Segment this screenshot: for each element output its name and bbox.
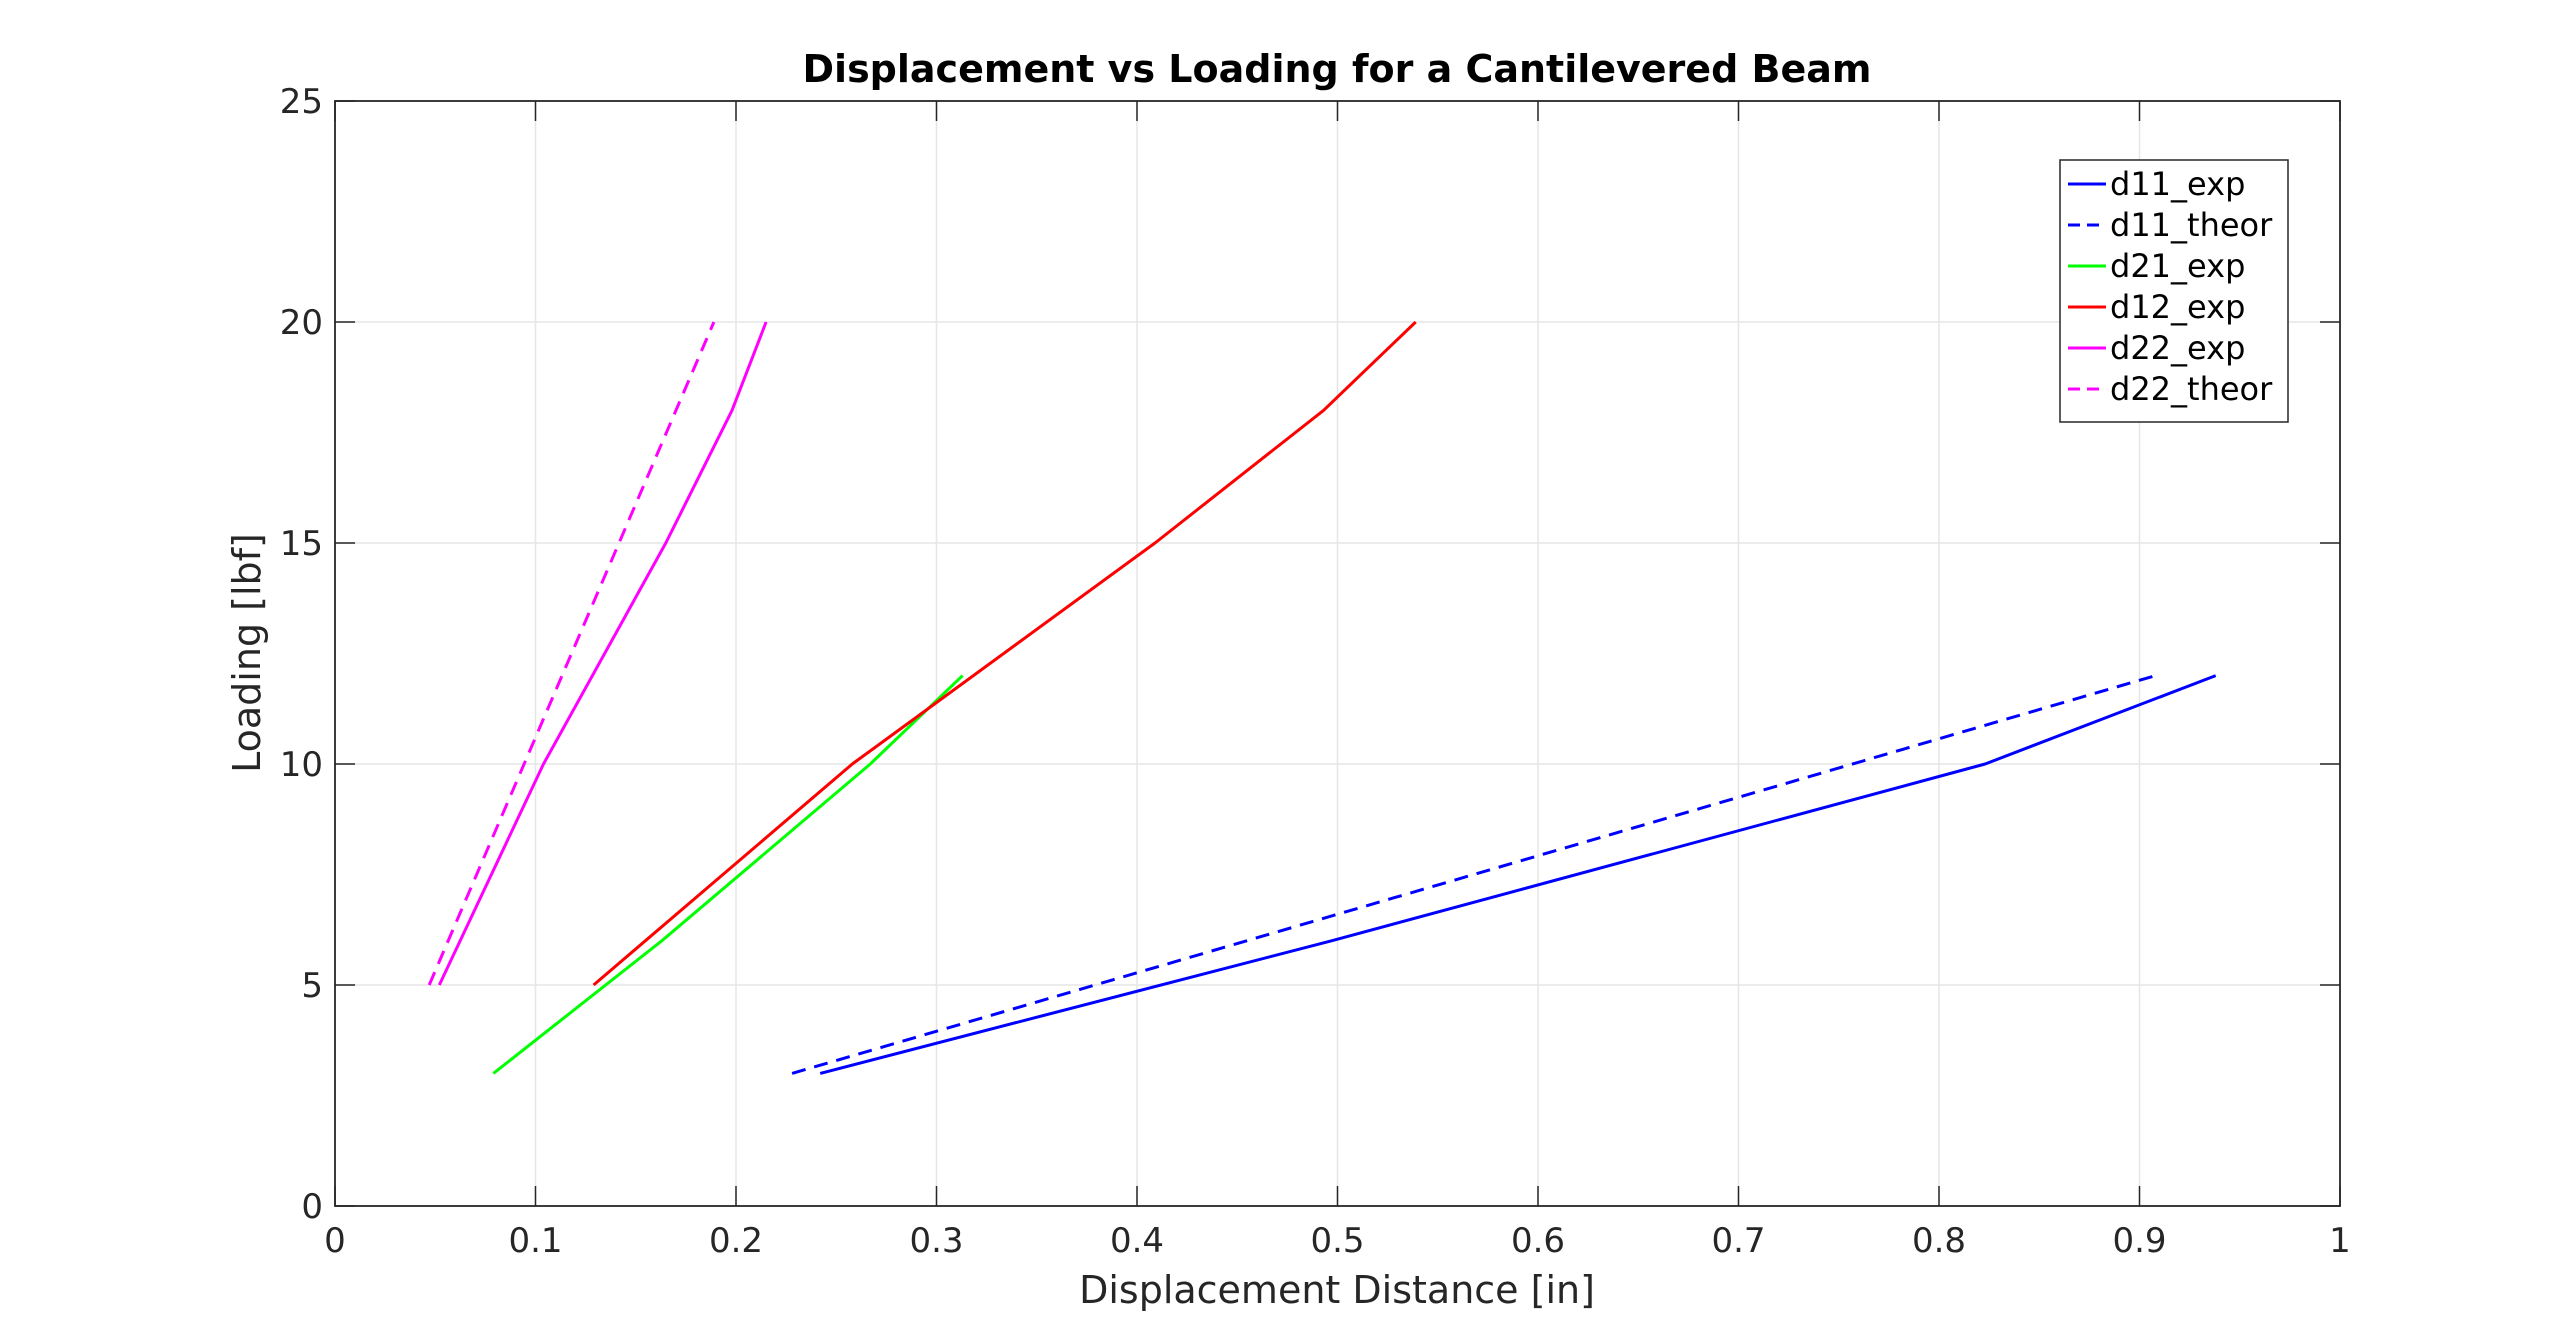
legend: d11_expd11_theord21_expd12_expd22_expd22… — [2059, 159, 2289, 423]
chart-title: Displacement vs Loading for a Cantilever… — [803, 47, 1872, 91]
legend-box — [2059, 159, 2289, 423]
series-line-d11_theor — [791, 674, 2156, 1075]
y-tick-label: 15 — [280, 524, 323, 564]
legend-label-d11_exp: d11_exp — [2110, 165, 2245, 203]
x-tick-label: 1 — [2329, 1221, 2351, 1261]
x-tick-label: 0.9 — [2112, 1221, 2166, 1261]
x-tick-label: 0.7 — [1711, 1221, 1765, 1261]
x-tick-label: 0.2 — [709, 1221, 763, 1261]
x-tick-label: 0.4 — [1110, 1221, 1164, 1261]
y-tick-label: 0 — [301, 1187, 323, 1227]
legend-label-d21_exp: d21_exp — [2110, 247, 2245, 285]
series-line-d11_exp — [819, 674, 2217, 1075]
legend-label-d11_theor: d11_theor — [2110, 206, 2273, 244]
y-axis-label: Loading [lbf] — [225, 533, 269, 773]
series-layer — [427, 320, 2217, 1075]
series-line-d22_exp — [437, 321, 768, 986]
legend-label-d22_theor: d22_theor — [2110, 370, 2273, 408]
x-tick-label: 0.1 — [508, 1221, 562, 1261]
x-axis-label: Displacement Distance [in] — [1079, 1268, 1595, 1312]
x-tick-label: 0.3 — [909, 1221, 963, 1261]
y-tick-label: 5 — [301, 966, 323, 1006]
legend-label-d12_exp: d12_exp — [2110, 288, 2245, 326]
series-line-d21_exp — [492, 674, 964, 1075]
legend-label-d22_exp: d22_exp — [2110, 329, 2245, 367]
series-line-d12_exp — [592, 320, 1417, 987]
x-tick-label: 0.5 — [1310, 1221, 1364, 1261]
series-line-d22_theor — [427, 321, 716, 986]
y-tick-label: 10 — [280, 745, 323, 785]
x-tick-label: 0 — [324, 1221, 346, 1261]
x-tick-label: 0.6 — [1511, 1221, 1565, 1261]
y-tick-label: 25 — [280, 82, 323, 122]
x-tick-label: 0.8 — [1912, 1221, 1966, 1261]
y-tick-label: 20 — [280, 303, 323, 343]
grid — [335, 101, 2340, 1206]
